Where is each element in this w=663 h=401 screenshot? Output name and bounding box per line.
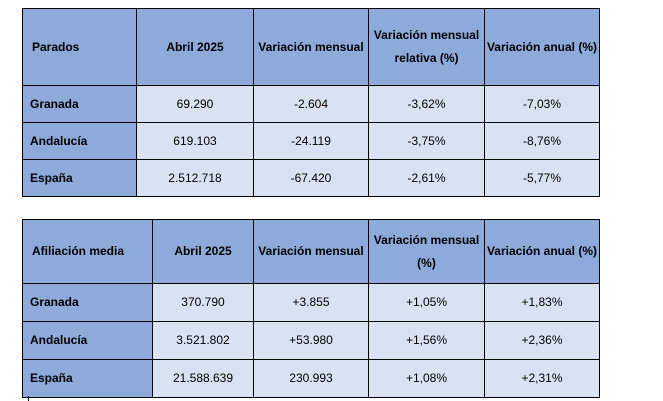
table-cell: +2,36% <box>484 321 600 360</box>
afiliacion-table: Afiliación media Abril 2025 Variación me… <box>22 219 600 398</box>
table-cell: +1,83% <box>484 283 600 322</box>
table-cell: 69.290 <box>136 85 254 123</box>
table-cell: -7,03% <box>484 85 600 123</box>
header-cell: Variación anual (%) <box>484 219 600 284</box>
table-cell: 370.790 <box>152 283 254 322</box>
table-cell: 21.588.639 <box>152 359 254 398</box>
table-cell: -8,76% <box>484 122 600 160</box>
table-row: Granada 69.290 -2.604 -3,62% -7,03% <box>22 85 600 123</box>
table-cell: -24.119 <box>253 122 369 160</box>
table-cell: -3,62% <box>368 85 485 123</box>
table-cell: 2.512.718 <box>136 159 254 197</box>
table-cell: +53.980 <box>253 321 369 360</box>
table-header-row: Parados Abril 2025 Variación mensual Var… <box>22 8 600 86</box>
header-cell: Afiliación media <box>22 219 153 284</box>
table-cell: +3.855 <box>253 283 369 322</box>
table-cell: +1,56% <box>368 321 485 360</box>
row-label: Andalucía <box>22 122 137 160</box>
header-cell: Variación mensual relativa (%) <box>368 8 485 86</box>
parados-table: Parados Abril 2025 Variación mensual Var… <box>22 8 600 197</box>
table-cell: +2,31% <box>484 359 600 398</box>
header-cell: Variación mensual (%) <box>368 219 485 284</box>
row-label: Granada <box>22 85 137 123</box>
table-row: Granada 370.790 +3.855 +1,05% +1,83% <box>22 283 600 322</box>
table-cell: 619.103 <box>136 122 254 160</box>
table-header-row: Afiliación media Abril 2025 Variación me… <box>22 219 600 284</box>
table-cell: 230.993 <box>253 359 369 398</box>
row-label: Granada <box>22 283 153 322</box>
header-cell: Variación mensual <box>253 8 369 86</box>
table-row: Andalucía 619.103 -24.119 -3,75% -8,76% <box>22 122 600 160</box>
row-label: España <box>22 359 153 398</box>
row-label: España <box>22 159 137 197</box>
header-cell: Parados <box>22 8 137 86</box>
header-cell: Variación mensual <box>253 219 369 284</box>
table-cell: +1,05% <box>368 283 485 322</box>
table-row: Andalucía 3.521.802 +53.980 +1,56% +2,36… <box>22 321 600 360</box>
table-cell: 3.521.802 <box>152 321 254 360</box>
header-cell: Variación anual (%) <box>484 8 600 86</box>
table-row: España 2.512.718 -67.420 -2,61% -5,77% <box>22 159 600 197</box>
table-cell: -67.420 <box>253 159 369 197</box>
row-label: Andalucía <box>22 321 153 360</box>
header-cell: Abril 2025 <box>136 8 254 86</box>
table-cell: -3,75% <box>368 122 485 160</box>
header-cell: Abril 2025 <box>152 219 254 284</box>
text-cursor <box>28 396 29 401</box>
table-cell: -2,61% <box>368 159 485 197</box>
table-cell: +1,08% <box>368 359 485 398</box>
table-cell: -2.604 <box>253 85 369 123</box>
table-cell: -5,77% <box>484 159 600 197</box>
table-row: España 21.588.639 230.993 +1,08% +2,31% <box>22 359 600 398</box>
